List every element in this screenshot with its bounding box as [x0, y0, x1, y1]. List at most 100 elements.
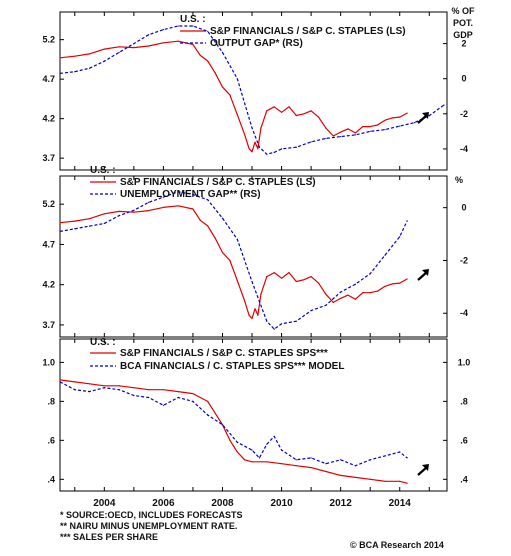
x-tick-label: 2004: [93, 498, 116, 509]
data-point: [340, 459, 342, 461]
right-tick-label: -2: [460, 255, 468, 265]
data-point: [221, 86, 224, 88]
data-point: [303, 113, 305, 115]
data-point: [310, 457, 312, 459]
data-point: [266, 110, 268, 112]
right-tick-label: .6: [460, 435, 468, 445]
data-point: [384, 285, 386, 287]
right-tick-label: .8: [460, 396, 468, 406]
data-point: [428, 115, 430, 117]
legend-label: BCA FINANCIALS / C. STAPLES SPS*** MODEL: [120, 361, 344, 372]
data-point: [384, 119, 386, 121]
data-point: [244, 300, 246, 302]
data-point: [103, 387, 105, 389]
data-point: [354, 283, 356, 285]
data-point: [258, 146, 260, 148]
data-point: [325, 127, 327, 129]
data-point: [162, 29, 164, 31]
left-tick-label: 4.2: [42, 280, 55, 290]
data-point: [325, 293, 327, 295]
right-tick-label: .4: [460, 474, 468, 484]
panel-region-label: U.S. :: [90, 165, 116, 176]
data-point: [295, 320, 297, 322]
left-tick-label: .8: [47, 396, 55, 406]
data-point: [369, 478, 371, 480]
data-point: [354, 134, 356, 136]
data-point: [221, 424, 224, 426]
data-point: [384, 129, 386, 131]
right-tick-label: -2: [460, 109, 468, 119]
data-point: [221, 51, 224, 54]
data-point: [148, 45, 150, 47]
data-point: [133, 387, 135, 389]
series-line-left-1: [59, 40, 408, 153]
trend-arrow-head: [422, 269, 429, 276]
footnote-1: * SOURCE:OECD, INCLUDES FORECASTS: [60, 510, 243, 520]
data-point: [162, 404, 164, 406]
data-point: [340, 297, 342, 299]
data-point: [295, 146, 297, 148]
right-axis-unit: % OF: [451, 6, 475, 16]
data-point: [236, 280, 238, 282]
data-point: [118, 46, 120, 48]
data-point: [317, 116, 320, 118]
data-point: [207, 400, 209, 402]
data-point: [88, 218, 91, 220]
data-point: [207, 414, 209, 416]
series-line-right-2: [59, 191, 408, 330]
right-tick-label: 0: [461, 203, 466, 213]
data-point: [236, 451, 238, 453]
data-point: [162, 196, 164, 198]
data-point: [310, 467, 312, 469]
data-point: [103, 48, 105, 50]
data-point: [192, 193, 194, 196]
data-point: [148, 201, 150, 203]
panel-frame-1: [59, 11, 448, 171]
data-point: [303, 279, 305, 281]
data-point: [133, 209, 135, 211]
legend-label: S&P FINANCIALS / S&P C. STAPLES SPS***: [120, 348, 328, 359]
trend-arrow-head: [422, 112, 429, 119]
data-point: [310, 141, 312, 143]
data-point: [406, 220, 408, 222]
data-point: [399, 480, 401, 482]
left-tick-label: .6: [47, 435, 55, 445]
data-point: [207, 60, 209, 62]
data-point: [207, 199, 209, 201]
data-point: [148, 389, 150, 391]
data-point: [340, 474, 342, 476]
data-point: [288, 106, 290, 108]
left-tick-label: 4.7: [42, 74, 55, 84]
data-point: [74, 389, 76, 391]
data-point: [162, 389, 164, 391]
data-point: [399, 282, 401, 284]
data-point: [369, 459, 371, 461]
data-point: [354, 132, 356, 134]
data-point: [340, 291, 342, 293]
data-point: [273, 328, 275, 330]
data-point: [384, 480, 386, 482]
data-point: [391, 117, 393, 119]
data-point: [192, 400, 194, 402]
data-point: [192, 208, 194, 210]
data-point: [251, 281, 253, 283]
data-point: [244, 133, 246, 135]
data-point: [248, 314, 250, 316]
left-tick-label: 3.7: [42, 320, 55, 330]
data-point: [88, 225, 91, 227]
panel-region-label: U.S. :: [180, 14, 206, 25]
data-point: [103, 213, 105, 215]
x-tick-label: 2008: [211, 498, 234, 509]
data-point: [391, 283, 393, 285]
left-tick-label: 5.2: [42, 35, 55, 45]
data-point: [177, 191, 179, 193]
data-point: [207, 30, 209, 32]
data-point: [325, 470, 327, 473]
data-point: [325, 304, 327, 306]
data-point: [369, 273, 371, 275]
data-point: [377, 124, 379, 126]
series-line-left-1: [59, 379, 408, 484]
data-point: [214, 72, 216, 74]
data-point: [266, 276, 268, 278]
data-point: [281, 148, 283, 150]
